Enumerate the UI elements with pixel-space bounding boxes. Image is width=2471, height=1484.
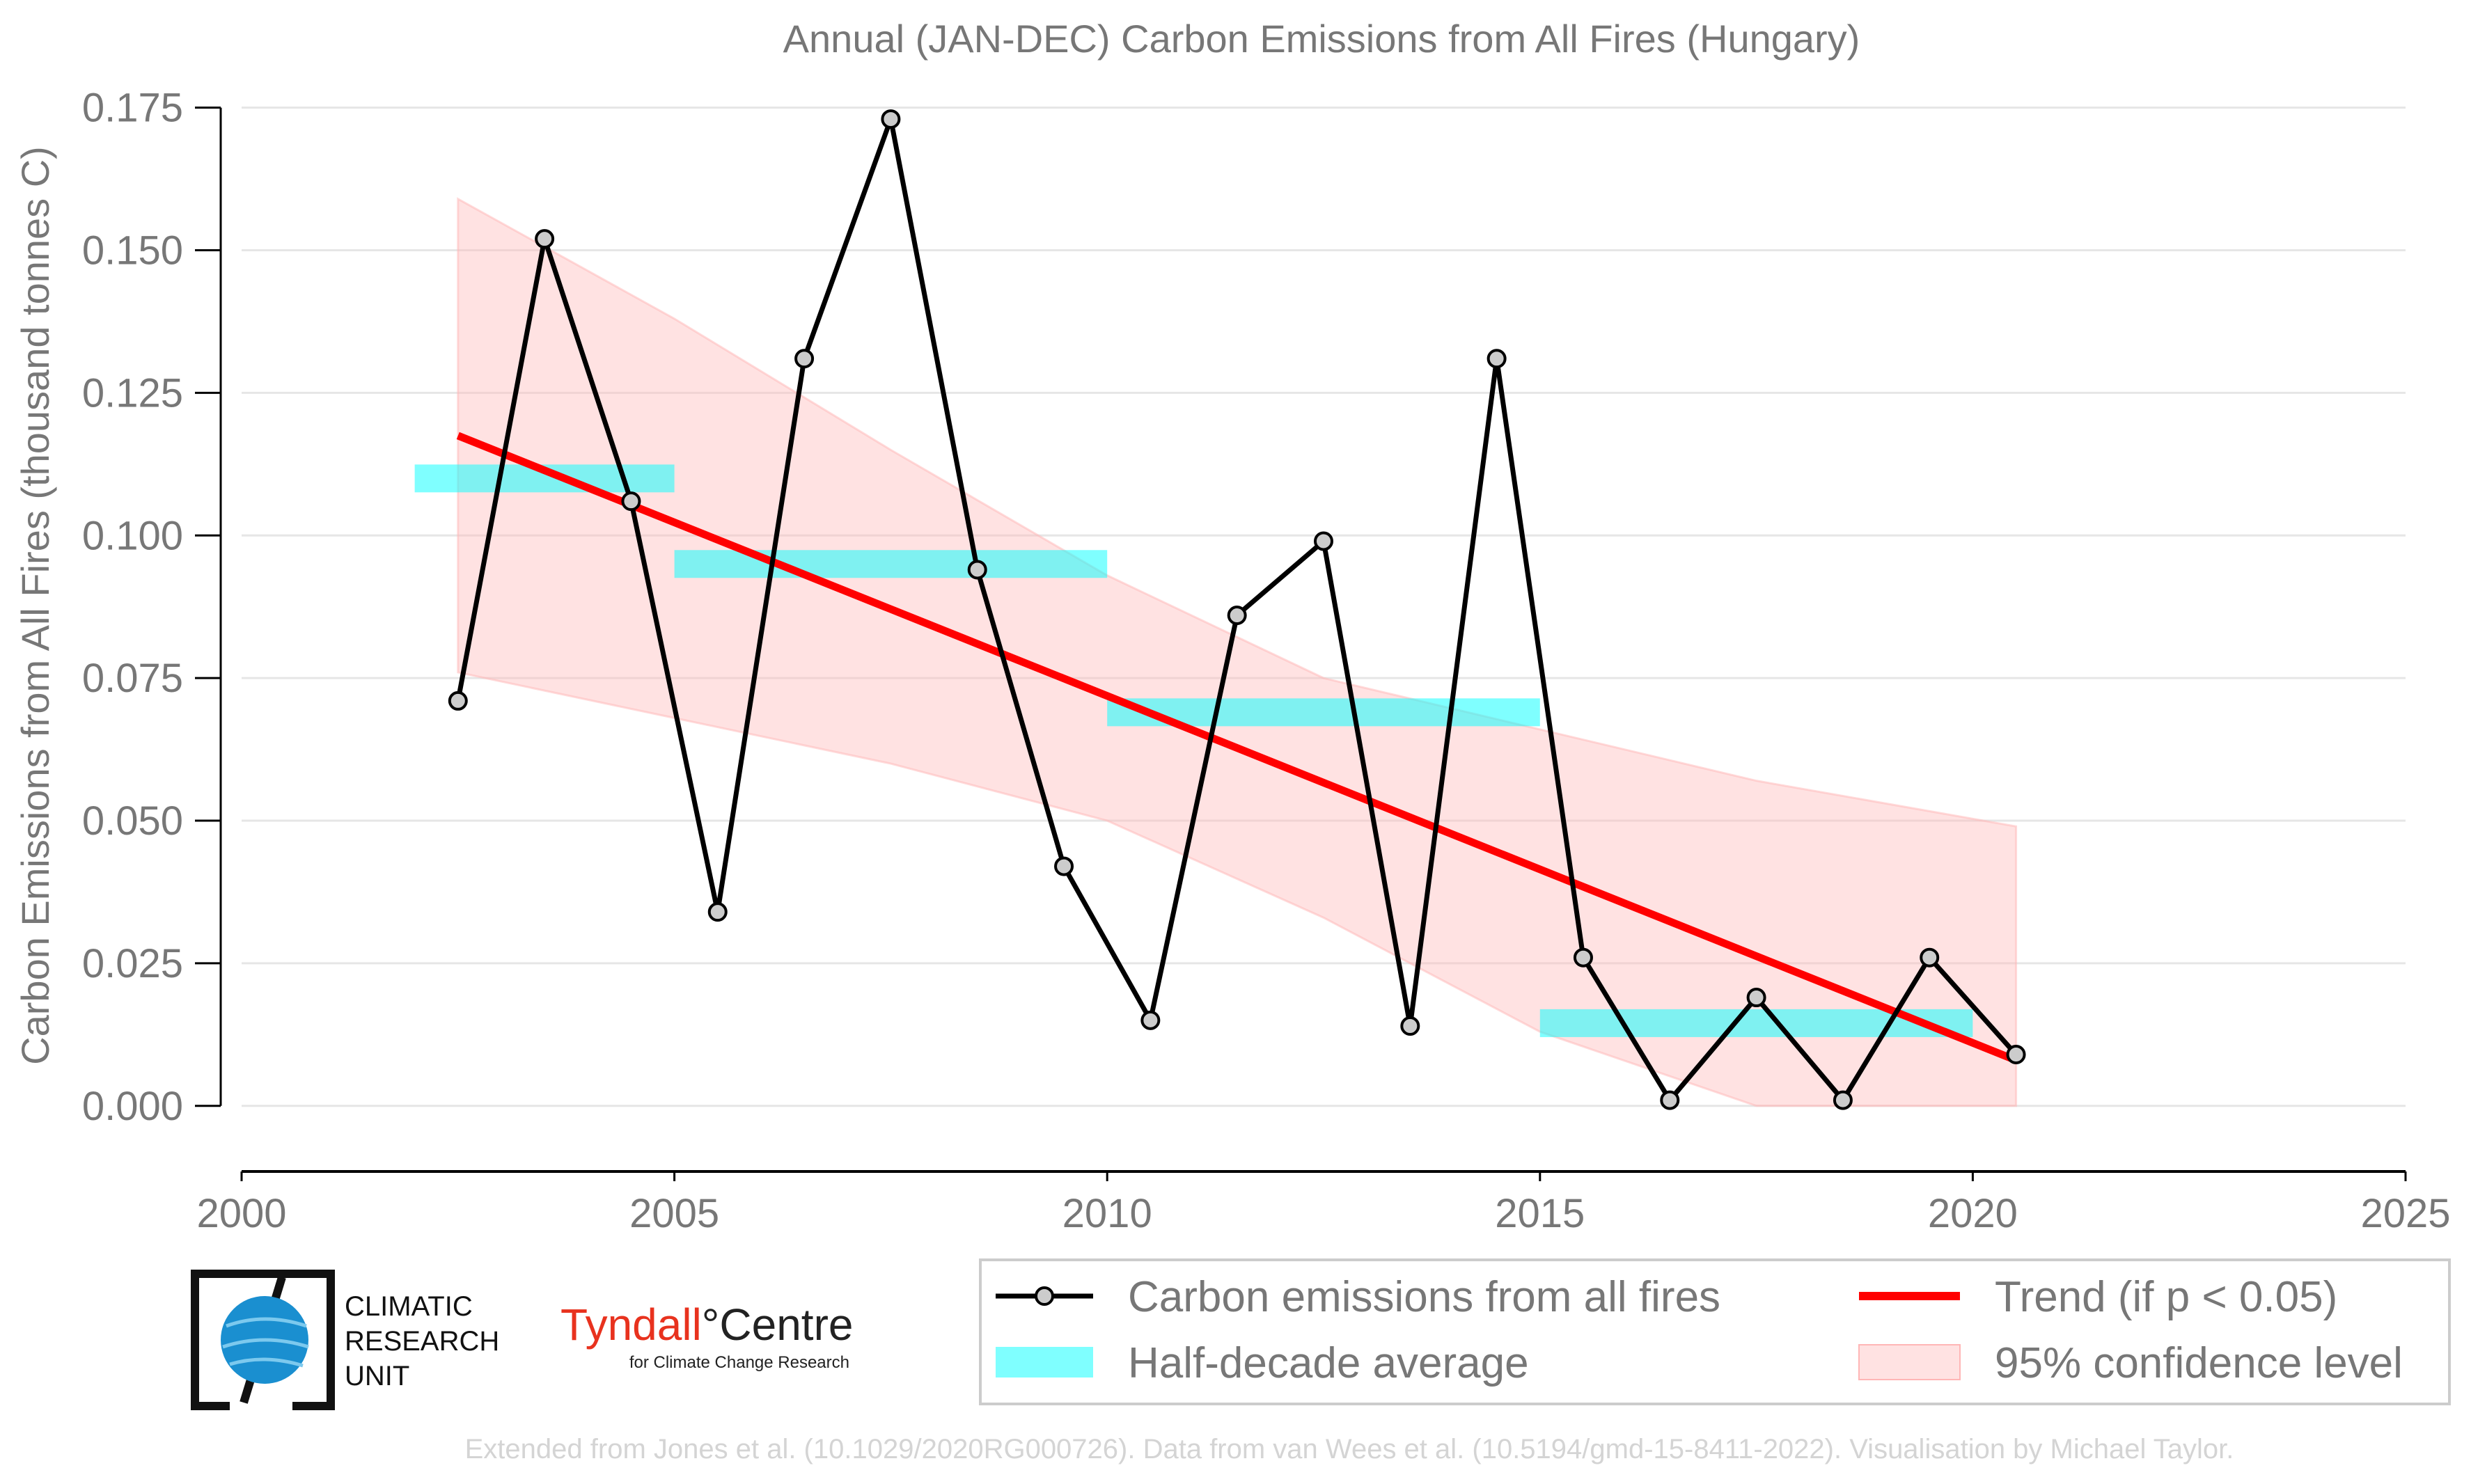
legend-confidence-swatch [1858,1344,1961,1380]
emissions-point [448,690,468,711]
trend-line [456,432,2018,1064]
legend-emissions-marker [1035,1286,1054,1306]
chart-title: Annual (JAN-DEC) Carbon Emissions from A… [783,17,1860,61]
y-tick-label: 0.050 [82,798,183,844]
trend-line-group [456,432,2018,1064]
cru-logo-bracket-left [191,1270,292,1410]
legend-box [979,1258,2451,1405]
y-tick-labels: 0.000 0.025 0.050 0.075 0.100 0.125 0.150 0.175 [82,86,221,1129]
x-tick-label: 2020 [1928,1191,2018,1236]
legend-half-decade-label: Half-decade average [1128,1339,1529,1387]
x-tick-label: 2005 [629,1191,719,1236]
x-tick-label: 2025 [2360,1191,2450,1236]
emissions-point [1573,947,1593,968]
y-tick-label: 0.075 [82,656,183,701]
emissions-point [535,229,555,249]
emissions-point [1920,947,1940,968]
emissions-point [2006,1045,2026,1065]
half-decade-bar [674,550,1108,578]
cru-logo-line-3: UNIT [345,1361,409,1391]
emissions-point [707,902,728,922]
emissions-point [1227,606,1247,626]
x-tick-label: 2010 [1062,1191,1152,1236]
y-tick-label: 0.025 [82,941,183,986]
emissions-point [794,349,815,369]
emissions-point [881,109,901,129]
legend-trend-label: Trend (if p < 0.05) [1995,1273,2337,1321]
confidence-band [457,197,2018,1107]
y-tick-label: 0.000 [82,1084,183,1129]
y-tick-label: 0.150 [82,228,183,274]
x-tick-labels: 2000 2005 2010 2015 2020 2025 [196,1171,2451,1236]
tyndall-logo-main: Tyndall°Centre [560,1300,853,1350]
emissions-point [1486,349,1507,369]
globe-lines-icon [222,1317,309,1368]
emissions-point [967,560,987,580]
axes [219,107,2406,1173]
emissions-point [1054,856,1074,876]
y-tick-label: 0.175 [82,86,183,131]
y-tick-label: 0.125 [82,370,183,416]
emissions-point [1746,988,1766,1008]
x-tick-label: 2000 [196,1191,286,1236]
y-axis-label: Carbon Emissions from All Fires (thousan… [13,146,57,1065]
emissions-point [1660,1090,1680,1110]
emissions-point [621,491,641,512]
cru-logo-line-2: RESEARCH [345,1326,499,1357]
emissions-point [1400,1016,1420,1036]
tyndall-logo: Tyndall°Centre for Climate Change Resear… [560,1300,853,1372]
x-tick-label: 2015 [1495,1191,1585,1236]
emissions-point [1140,1010,1161,1030]
confidence-area [457,197,2018,1107]
legend: Carbon emissions from all fires Trend (i… [979,1258,2451,1405]
cru-logo: CLIMATIC RESEARCH UNIT [191,1270,499,1410]
legend-emissions-label: Carbon emissions from all fires [1128,1273,1720,1321]
attribution-footer: Extended from Jones et al. (10.1029/2020… [465,1434,2234,1465]
legend-confidence-label: 95% confidence level [1995,1339,2403,1387]
cru-logo-line-1: CLIMATIC [345,1291,473,1322]
legend-half-decade-swatch [996,1347,1093,1378]
y-tick-label: 0.100 [82,513,183,558]
emissions-point [1314,531,1333,551]
cru-logo-bracket-right [261,1270,335,1410]
emissions-point [1833,1090,1853,1110]
emissions-series [448,109,2026,1110]
tyndall-logo-sub: for Climate Change Research [629,1353,849,1372]
